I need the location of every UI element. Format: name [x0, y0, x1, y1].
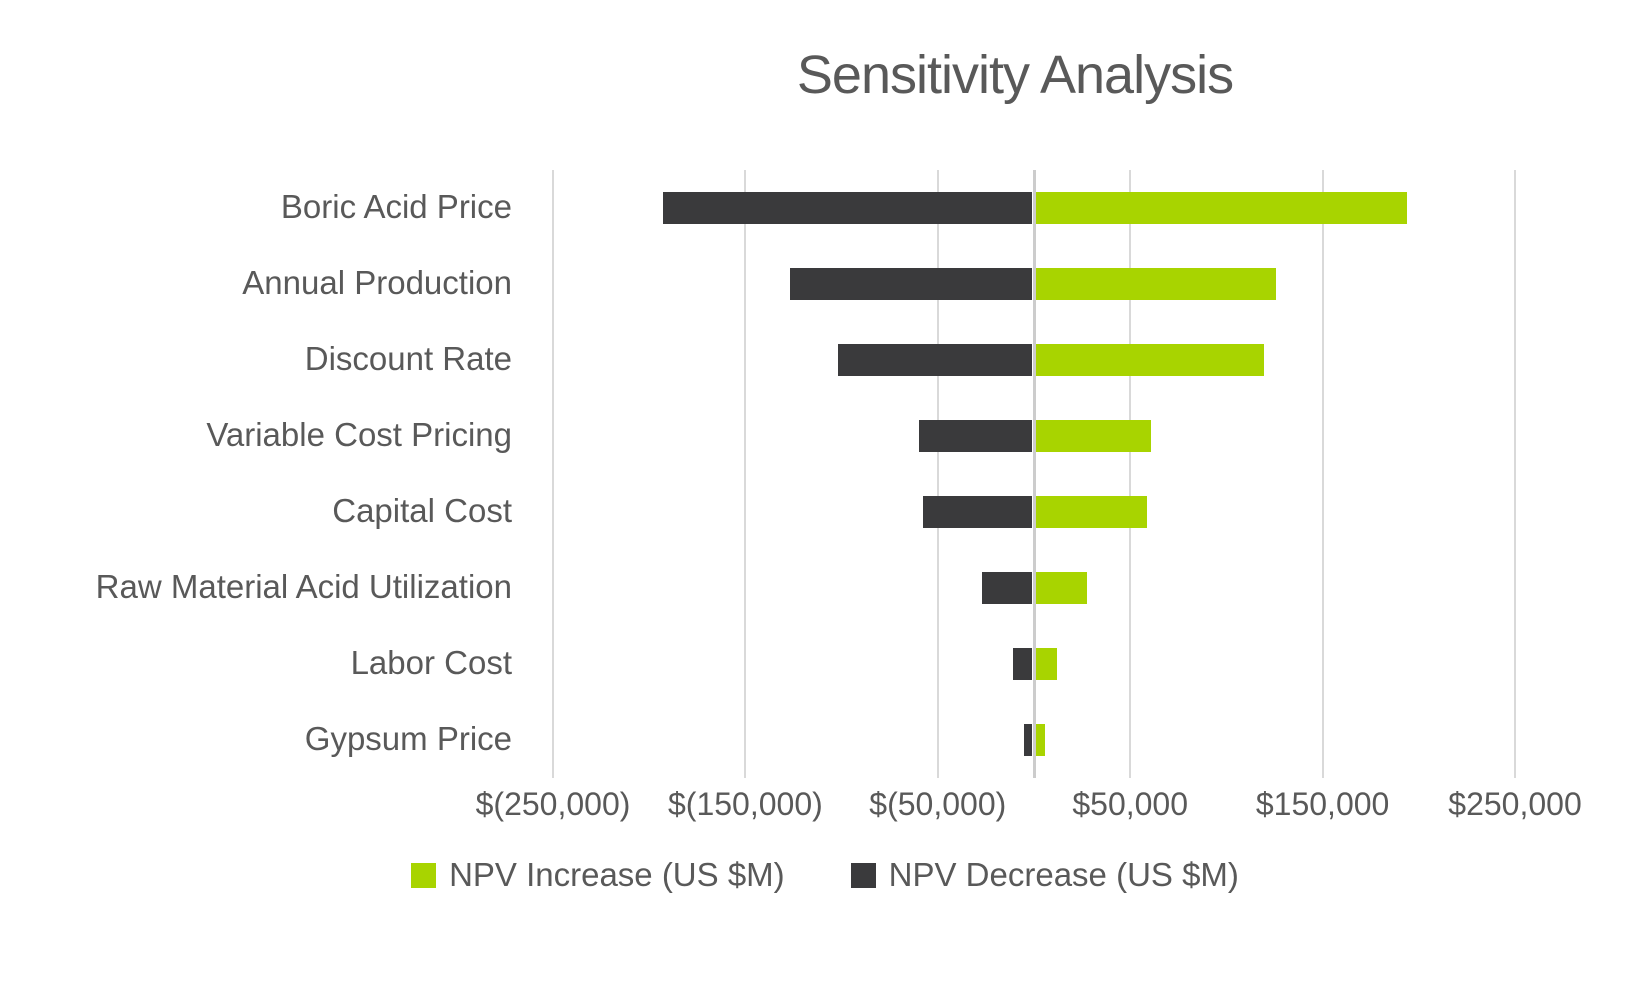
- npv-increase-bar: [1035, 724, 1045, 756]
- category-label: Variable Cost Pricing: [206, 416, 512, 453]
- npv-decrease-bar: [922, 496, 1033, 528]
- npv-decrease-bar: [663, 192, 1033, 224]
- category-label: Raw Material Acid Utilization: [95, 568, 512, 605]
- legend-label-npv-increase: NPV Increase (US $M): [449, 856, 785, 893]
- npv-increase-bar: [1035, 420, 1151, 452]
- npv-decrease-bar: [1013, 648, 1033, 680]
- npv-decrease-bar: [982, 572, 1033, 604]
- x-axis-tick-label: $50,000: [1072, 786, 1189, 822]
- legend-label-npv-decrease: NPV Decrease (US $M): [888, 856, 1239, 893]
- x-axis-tick-label: $(250,000): [475, 786, 631, 822]
- x-gridline: [1321, 170, 1324, 778]
- npv-decrease-bar: [1024, 724, 1033, 756]
- chart-title: Sensitivity Analysis: [796, 45, 1234, 105]
- x-axis-tick-label: $250,000: [1448, 786, 1582, 822]
- category-label: Discount Rate: [304, 340, 512, 377]
- x-axis-tick-label: $150,000: [1255, 786, 1390, 822]
- npv-increase-bar: [1035, 572, 1088, 604]
- category-label: Gypsum Price: [304, 720, 512, 757]
- npv-increase-bar: [1035, 344, 1265, 376]
- category-label: Capital Cost: [332, 492, 512, 529]
- npv-decrease-bar: [790, 268, 1033, 300]
- npv-increase-bar: [1035, 496, 1148, 528]
- npv-increase-bar: [1035, 192, 1407, 224]
- category-label: Boric Acid Price: [280, 188, 512, 225]
- x-gridline: [1129, 170, 1132, 778]
- chart-legend: NPV Increase (US $M) NPV Decrease (US $M…: [0, 856, 1650, 894]
- npv-increase-swatch-icon: [411, 862, 437, 888]
- category-label: Labor Cost: [350, 644, 512, 681]
- x-axis-tick-label: $(150,000): [668, 786, 823, 822]
- npv-decrease-bar: [918, 420, 1033, 452]
- npv-decrease-swatch-icon: [850, 862, 876, 888]
- category-label: Annual Production: [242, 264, 512, 301]
- x-gridline: [936, 170, 939, 778]
- npv-increase-bar: [1035, 268, 1276, 300]
- x-axis-tick-label: $(50,000): [869, 786, 1007, 822]
- x-gridline: [744, 170, 747, 778]
- zero-axis-line: [1032, 170, 1036, 778]
- legend-item-npv-increase: NPV Increase (US $M): [411, 856, 785, 894]
- x-gridline: [552, 170, 554, 778]
- x-gridline: [1514, 170, 1516, 778]
- npv-decrease-bar: [838, 344, 1033, 376]
- legend-item-npv-decrease: NPV Decrease (US $M): [850, 856, 1239, 894]
- npv-increase-bar: [1035, 648, 1057, 680]
